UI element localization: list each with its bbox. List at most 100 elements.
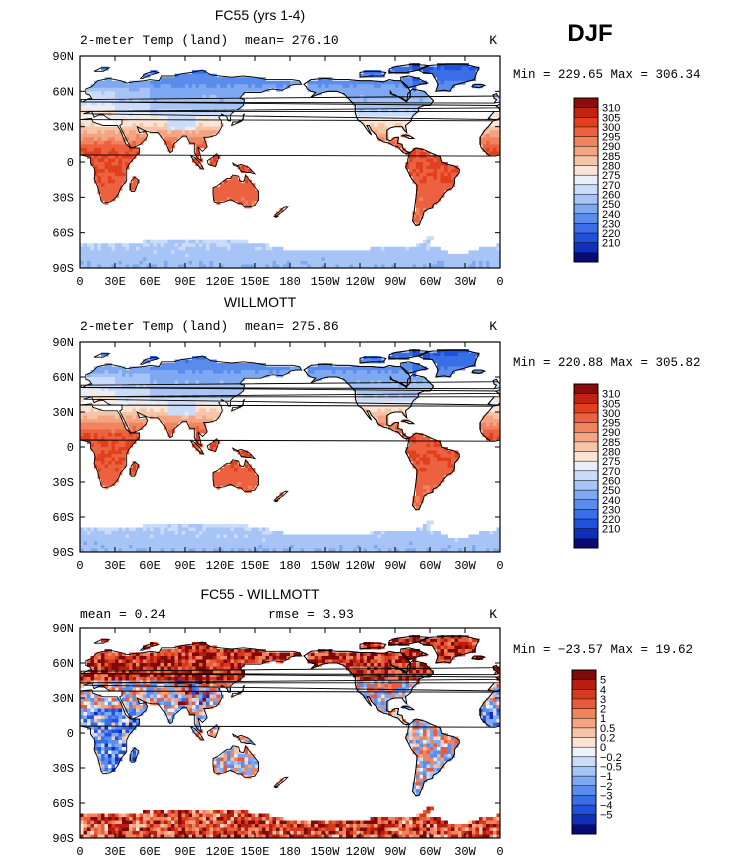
field-cell (363, 119, 368, 124)
field-cell (416, 450, 420, 455)
field-cell (125, 151, 130, 156)
field-cell (451, 366, 455, 371)
field-cell (104, 94, 109, 99)
field-cell (493, 151, 497, 156)
field-cell (423, 197, 427, 202)
field-cell (318, 541, 322, 546)
field-cell (377, 87, 382, 92)
field-cell (101, 101, 105, 106)
field-cell (122, 457, 126, 462)
field-cell (209, 373, 214, 378)
field-cell (223, 112, 228, 117)
field-cell (202, 380, 207, 385)
field-cell (272, 366, 277, 371)
field-cell (493, 246, 497, 251)
field-cell (188, 133, 193, 138)
field-cell (157, 101, 161, 106)
field-cell (209, 257, 214, 262)
field-cell (209, 77, 214, 82)
field-cell (216, 84, 221, 89)
field-cell (328, 538, 333, 542)
field-cell (101, 126, 105, 131)
field-cell (248, 169, 252, 173)
field-cell (325, 538, 329, 542)
field-cell (157, 415, 161, 420)
field-cell (423, 489, 427, 493)
field-cell (409, 264, 413, 268)
field-cell (167, 264, 172, 268)
coastline-madagascar (550, 177, 558, 191)
field-cell (244, 239, 249, 244)
field-cell (192, 363, 196, 367)
field-cell (101, 80, 105, 85)
field-cell (468, 541, 473, 546)
field-cell (167, 433, 172, 437)
field-cell (202, 133, 207, 138)
field-cell (426, 541, 431, 546)
field-cell (244, 200, 249, 205)
field-cell (353, 260, 357, 265)
field-cell (132, 183, 137, 188)
field-cell (97, 101, 102, 106)
field-cell (234, 531, 238, 535)
field-cell (241, 468, 245, 472)
coastline-nz2 (694, 216, 699, 217)
field-cell (377, 91, 382, 96)
field-cell (209, 112, 214, 117)
field-cell (419, 471, 424, 476)
field-cell (430, 250, 434, 255)
field-cell (363, 91, 368, 96)
field-cell (108, 419, 112, 423)
field-cell (269, 250, 273, 255)
field-cell (419, 450, 424, 455)
field-cell (181, 94, 186, 99)
field-cell (139, 264, 144, 268)
field-cell (391, 80, 396, 85)
field-cell (83, 264, 88, 268)
field-cell (251, 193, 256, 198)
panel-left-label: 2-meter Temp (land) (80, 319, 228, 334)
field-cell (143, 422, 147, 427)
field-cell (335, 257, 340, 262)
field-cell (486, 147, 490, 152)
field-cell (444, 186, 448, 191)
field-cell (132, 440, 137, 444)
field-cell (475, 534, 480, 539)
field-cell (90, 130, 95, 135)
field-cell (213, 482, 217, 486)
field-cell (370, 123, 375, 128)
field-cell (146, 123, 151, 128)
field-cell (97, 80, 102, 85)
field-cell (209, 524, 214, 528)
field-cell (220, 545, 224, 549)
field-cell (360, 119, 364, 124)
field-cell (104, 426, 109, 430)
field-cell (398, 80, 403, 85)
field-cell (118, 440, 123, 444)
field-cell (122, 116, 126, 120)
field-cell (97, 370, 102, 374)
field-cell (223, 257, 228, 262)
field-cell (206, 130, 210, 135)
field-cell (419, 246, 424, 251)
coastline-arctic1 (359, 70, 387, 78)
field-cell (174, 370, 179, 374)
field-cell (188, 419, 193, 423)
field-cell (209, 541, 214, 546)
field-cell (269, 366, 273, 371)
field-cell (213, 162, 217, 166)
field-cell (426, 243, 431, 248)
field-cell (122, 98, 126, 103)
field-cell (108, 186, 112, 191)
field-cell (241, 183, 245, 188)
field-cell (374, 130, 378, 135)
field-cell (108, 264, 112, 268)
field-cell (454, 253, 459, 258)
field-cell (237, 119, 242, 124)
field-cell (178, 264, 182, 268)
field-cell (447, 454, 452, 458)
field-cell (108, 391, 112, 395)
field-cell (258, 366, 263, 371)
field-cell (209, 264, 214, 268)
field-cell (83, 405, 88, 409)
